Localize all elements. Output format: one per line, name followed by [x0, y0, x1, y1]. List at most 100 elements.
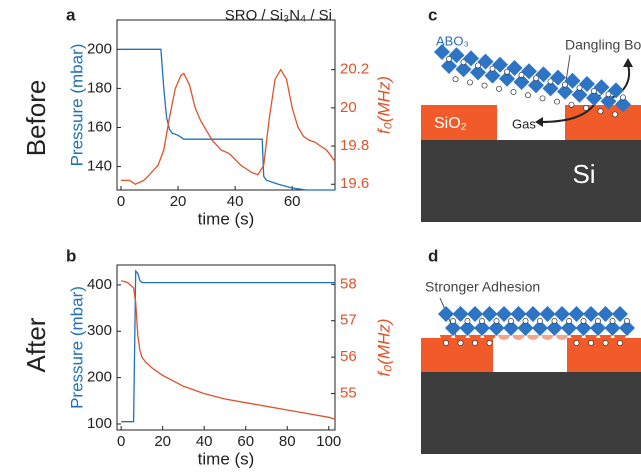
film-unit: [568, 306, 585, 322]
y2-tick-label: 58: [340, 275, 357, 292]
y-tick-label: 100: [87, 415, 112, 432]
film-unit: [452, 306, 469, 322]
atom: [539, 95, 546, 102]
film-unit: [583, 306, 599, 322]
atom: [573, 340, 580, 346]
film-unit: [546, 320, 563, 336]
atom: [554, 98, 560, 105]
atom: [583, 105, 589, 111]
x-tick-label: 60: [237, 433, 254, 450]
atom: [457, 340, 464, 346]
film-unit: [470, 64, 486, 81]
film-unit: [597, 306, 614, 322]
panel-label: b: [66, 246, 76, 265]
y2-tick-label: 20.2: [340, 61, 369, 78]
bond: [498, 335, 510, 340]
film-unit: [521, 63, 537, 80]
arrowhead: [535, 117, 543, 127]
x-axis-label: time (s): [198, 209, 255, 228]
atom: [588, 340, 594, 346]
bond: [599, 335, 612, 340]
substrate: [421, 372, 641, 454]
film-unit: [496, 306, 512, 322]
y2-tick-label: 55: [340, 385, 357, 402]
film-unit: [525, 306, 541, 322]
atom: [472, 340, 478, 346]
bond: [585, 335, 597, 340]
film-unit: [528, 77, 544, 94]
y-tick-label: 200: [87, 369, 112, 386]
film-unit: [448, 47, 465, 64]
atom: [537, 318, 543, 324]
film-unit: [474, 320, 490, 336]
note-label: Stronger Adhesion: [425, 279, 540, 295]
film-unit: [459, 320, 476, 336]
panel-label: a: [66, 5, 76, 24]
atom: [595, 318, 601, 324]
film-unit: [593, 79, 610, 96]
panel-label: c: [428, 5, 437, 24]
film-unit: [561, 320, 577, 336]
film-unit: [513, 74, 530, 90]
x-tick-label: 80: [279, 433, 296, 450]
film-unit: [554, 306, 570, 322]
atom: [617, 340, 623, 346]
x-tick-label: 40: [196, 433, 213, 450]
atom: [504, 68, 510, 75]
bond: [527, 335, 539, 340]
series-line: [121, 68, 336, 186]
series-line: [121, 269, 335, 423]
film-unit: [586, 90, 602, 106]
film-label: ABO₃: [436, 33, 469, 48]
y2-tick-label: 56: [340, 348, 357, 365]
atom: [612, 111, 618, 118]
atom: [443, 340, 449, 346]
y-tick-label: 300: [87, 322, 112, 339]
bond: [556, 335, 568, 340]
film-unit: [445, 320, 461, 336]
atom: [566, 318, 572, 324]
bond: [614, 335, 626, 340]
atom: [467, 79, 473, 86]
x-tick-label: 60: [284, 193, 301, 210]
chart-title: SRO / Si₃N₄ / Si: [225, 7, 332, 24]
gas-label: Gas: [512, 116, 536, 131]
oxide-block: [421, 338, 493, 372]
y-axis-label: Pressure (mbar): [67, 44, 86, 167]
y-tick-label: 160: [87, 118, 112, 135]
atom: [460, 59, 467, 66]
atom: [522, 318, 529, 324]
y2-tick-label: 57: [340, 312, 357, 329]
x-tick-label: 0: [117, 193, 125, 210]
series-line: [121, 48, 335, 191]
film-unit: [499, 70, 515, 87]
atom: [518, 72, 525, 78]
y-tick-label: 200: [87, 40, 112, 57]
atom: [481, 82, 488, 89]
x-tick-label: 20: [170, 193, 187, 210]
atom: [493, 318, 500, 324]
atom: [464, 318, 471, 324]
y2-axis-label: f₀(MHz): [374, 76, 393, 134]
atom: [479, 318, 485, 324]
atom: [568, 101, 575, 108]
y-tick-label: 140: [87, 158, 112, 175]
film-unit: [615, 96, 631, 113]
atom: [620, 94, 626, 101]
substrate: [421, 140, 641, 222]
atom: [496, 85, 502, 92]
film-unit: [463, 50, 479, 67]
atom: [576, 84, 583, 91]
atom: [609, 318, 616, 324]
oxide-block: [421, 105, 497, 140]
atom: [486, 340, 493, 346]
x-axis-label: time (s): [198, 449, 255, 468]
row-label: After: [21, 317, 51, 372]
film-unit: [481, 306, 498, 322]
y-tick-label: 400: [87, 276, 112, 293]
film-unit: [619, 320, 635, 336]
film-unit: [550, 69, 566, 86]
x-tick-label: 40: [227, 193, 244, 210]
film-unit: [477, 53, 494, 70]
